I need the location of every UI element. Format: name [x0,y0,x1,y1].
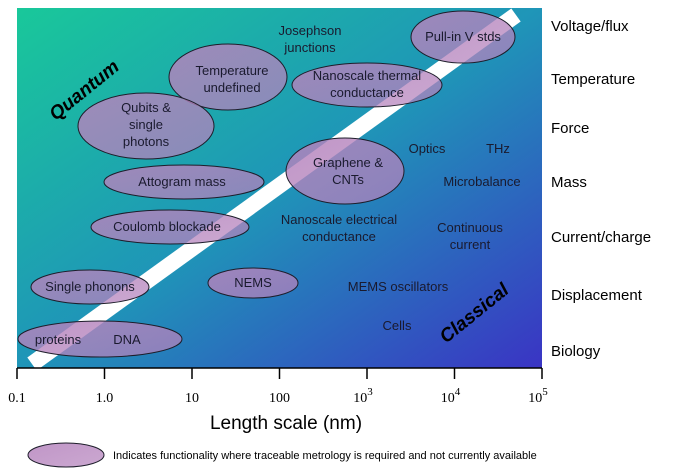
legend-ellipse-swatch [27,442,105,468]
label-microbalance: Microbalance [443,174,520,189]
x-tick-label: 1.0 [96,391,114,406]
label-dna: DNA [113,332,141,347]
x-axis-title: Length scale (nm) [210,413,362,434]
ellipse-coulomb [90,209,250,245]
label-nems: NEMS [234,275,272,290]
label-optics: Optics [409,141,446,156]
label-layer: Pull-in V stds Temperature undefined Nanosc… [35,23,521,347]
quantum-classical-boundary [27,8,521,371]
ellipse-nanoscale-thermal [291,62,443,108]
label-temp-undefined: Temperature undefined [196,63,269,95]
x-tick-label: 103 [353,386,373,406]
label-single-phonons: Single phonons [45,279,135,294]
label-josephson: Josephson junctions [279,23,342,55]
label-continuous-current: Continuous current [437,220,503,252]
ellipse-attogram [103,164,265,200]
label-thz: THz [486,141,510,156]
category-biology: Biology [551,343,601,360]
ellipse-layer [17,10,516,358]
label-coulomb: Coulomb blockade [113,219,221,234]
label-nano-electrical: Nanoscale electrical conductance [281,212,397,244]
label-mems: MEMS oscillators [348,279,449,294]
label-nanoscale-thermal: Nanoscale thermal conductance [313,68,421,100]
ellipse-graphene [285,137,405,205]
label-cells: Cells [383,318,412,333]
category-list: Voltage/flux Temperature Force Mass Current/… [551,18,651,360]
category-displacement: Displacement [551,287,643,304]
legend-text: Indicates functionality where traceable … [113,450,537,462]
x-tick-label: 104 [441,386,461,406]
ellipse-nems [207,267,299,299]
category-temperature: Temperature [551,71,635,88]
label-pull-in: Pull-in V stds [425,29,501,44]
ellipse-pull-in [410,10,516,64]
category-current-charge: Current/charge [551,229,651,246]
ellipse-temp-undefined [168,43,288,111]
x-axis-ticks: 0.1 1.0 10 100 103 104 105 [8,368,548,406]
label-qubits: Qubits & single photons [121,100,171,149]
x-tick-label: 10 [185,391,199,406]
x-tick-label: 0.1 [8,391,26,406]
category-voltage-flux: Voltage/flux [551,18,629,35]
x-tick-label: 100 [269,391,290,406]
category-mass: Mass [551,174,587,191]
ellipse-single-phonons [30,269,150,305]
x-tick-label: 105 [528,386,548,406]
label-proteins: proteins [35,332,82,347]
category-force: Force [551,120,589,137]
label-graphene: Graphene & CNTs [313,155,383,187]
ellipse-biology [17,320,183,358]
label-attogram: Attogram mass [138,174,226,189]
ellipse-qubits [77,92,215,160]
